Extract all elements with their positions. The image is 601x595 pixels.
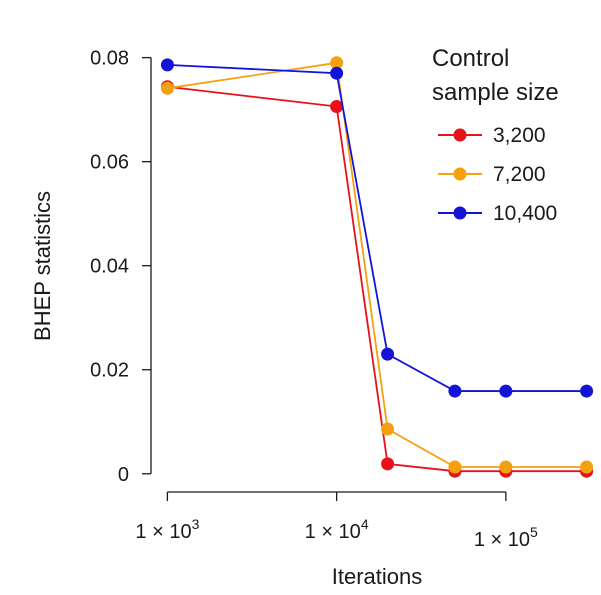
x-axis-title: Iterations bbox=[332, 564, 423, 589]
data-point bbox=[580, 460, 594, 474]
data-point bbox=[330, 56, 344, 70]
legend-label: 3,200 bbox=[493, 124, 546, 147]
legend-swatch-marker bbox=[453, 167, 467, 181]
series-10400 bbox=[160, 58, 594, 398]
x-tick-exponent: 5 bbox=[530, 524, 538, 540]
data-point bbox=[160, 58, 174, 72]
legend-label: 7,200 bbox=[493, 163, 546, 186]
y-tick-label: 0.08 bbox=[90, 48, 129, 70]
x-tick-mantissa: 1 × 10 bbox=[474, 529, 530, 551]
data-point bbox=[580, 384, 594, 398]
legend-entries: 3,200 7,200 10,400 bbox=[438, 124, 557, 225]
y-axis-title: BHEP statistics bbox=[30, 191, 55, 341]
legend-swatch-marker bbox=[453, 206, 467, 220]
legend: Control sample size 3,200 7,200 10,400 bbox=[432, 45, 559, 225]
legend-entry: 3,200 bbox=[438, 124, 546, 147]
series-line bbox=[167, 85, 587, 473]
series-line bbox=[167, 61, 587, 468]
data-point bbox=[448, 460, 462, 474]
data-point bbox=[160, 81, 174, 95]
x-tick-label: 1 × 105 bbox=[474, 524, 538, 551]
x-tick-label: 1 × 103 bbox=[135, 516, 199, 543]
legend-entry: 7,200 bbox=[438, 163, 546, 186]
data-point bbox=[499, 384, 513, 398]
y-tick-label: 0.06 bbox=[90, 152, 129, 174]
x-tick-label: 1 × 104 bbox=[305, 516, 369, 543]
legend-title-line-2: sample size bbox=[432, 79, 559, 106]
series-layer bbox=[160, 56, 594, 478]
x-tick-mantissa: 1 × 10 bbox=[135, 521, 191, 543]
legend-title-line-1: Control bbox=[432, 45, 509, 72]
x-tick-exponent: 3 bbox=[192, 516, 200, 532]
legend-label: 10,400 bbox=[493, 202, 557, 225]
data-point bbox=[381, 347, 395, 361]
data-point bbox=[330, 66, 344, 80]
x-tick-exponent: 4 bbox=[361, 516, 369, 532]
x-tick-mantissa: 1 × 10 bbox=[305, 521, 361, 543]
y-axis-ticks: 0 0.02 0.04 0.06 0.08 bbox=[90, 48, 151, 486]
legend-swatch-marker bbox=[453, 128, 467, 142]
legend-entry: 10,400 bbox=[438, 202, 557, 225]
y-tick-label: 0 bbox=[118, 464, 129, 486]
data-point bbox=[381, 457, 395, 471]
series-line bbox=[167, 63, 587, 392]
y-tick-label: 0.02 bbox=[90, 360, 129, 382]
data-point bbox=[381, 422, 395, 436]
y-tick-label: 0.04 bbox=[90, 256, 129, 278]
series-7200 bbox=[160, 56, 594, 474]
data-point bbox=[448, 384, 462, 398]
data-point bbox=[330, 100, 344, 114]
data-point bbox=[499, 460, 513, 474]
